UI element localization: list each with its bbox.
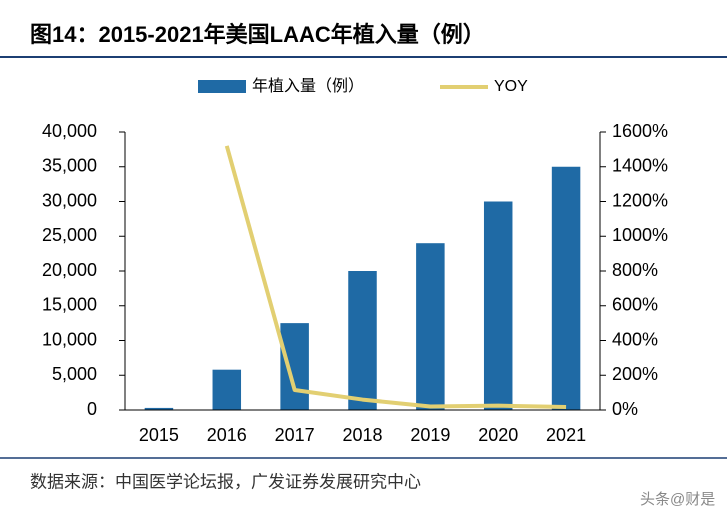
y-tick-label: 30,000 — [42, 190, 97, 210]
bar — [280, 323, 309, 410]
y2-tick-label: 800% — [612, 260, 658, 280]
y2-tick-label: 600% — [612, 295, 658, 315]
x-tick-label: 2017 — [275, 425, 315, 445]
x-tick-label: 2015 — [139, 425, 179, 445]
bar — [483, 201, 513, 410]
y2-tick-label: 1200% — [612, 190, 668, 210]
x-tick-label: 2018 — [342, 425, 382, 445]
bar — [551, 166, 581, 410]
bar — [348, 271, 377, 410]
y-tick-label: 5,000 — [52, 364, 97, 384]
y2-tick-label: 200% — [612, 364, 658, 384]
y-tick-label: 15,000 — [42, 295, 97, 315]
watermark: 头条@财是 — [640, 491, 715, 508]
y-tick-label: 40,000 — [42, 121, 97, 141]
x-tick-label: 2021 — [546, 425, 586, 445]
y-tick-label: 10,000 — [42, 329, 97, 349]
y-tick-label: 35,000 — [42, 156, 97, 176]
chart-title: 图14：2015-2021年美国LAAC年植入量（例） — [30, 22, 485, 47]
y2-tick-label: 1000% — [612, 225, 668, 245]
y2-tick-label: 1600% — [612, 121, 668, 141]
x-tick-label: 2020 — [478, 425, 518, 445]
legend-swatch — [198, 80, 246, 93]
legend-label: 年植入量（例） — [252, 77, 364, 95]
y2-tick-label: 400% — [612, 329, 658, 349]
line — [224, 145, 567, 410]
y2-tick-label: 0% — [612, 399, 638, 419]
x-tick-label: 2019 — [410, 425, 450, 445]
y-tick-label: 0 — [87, 399, 97, 419]
bar — [416, 243, 445, 410]
legend-label: YOY — [494, 78, 528, 95]
y2-tick-label: 1400% — [612, 156, 668, 176]
bar — [212, 369, 242, 410]
source: 数据来源：中国医学论坛报，广发证券发展研究中心 — [30, 472, 421, 491]
y-tick-label: 20,000 — [42, 260, 97, 280]
y-tick-label: 25,000 — [42, 225, 97, 245]
x-tick-label: 2016 — [207, 425, 247, 445]
bar — [144, 407, 174, 410]
